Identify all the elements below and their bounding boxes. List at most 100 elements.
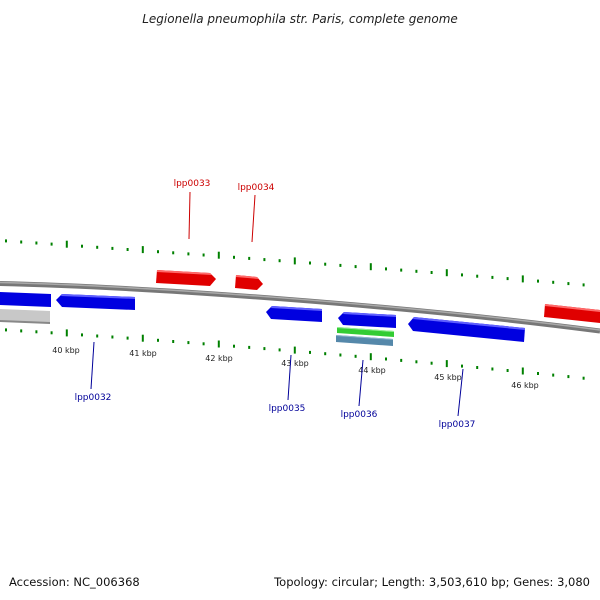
rna-feature-steel-highlight bbox=[336, 335, 393, 340]
upper-track-minor-tick bbox=[324, 262, 327, 266]
lower-track-minor-tick bbox=[96, 334, 99, 338]
upper-track-minor-tick bbox=[202, 253, 205, 257]
gene-arrow-lpp0037[interactable] bbox=[408, 317, 525, 342]
upper-track-minor-tick bbox=[172, 251, 175, 255]
leader-line-lpp0032 bbox=[90, 341, 95, 390]
lower-track-minor-tick bbox=[157, 338, 159, 342]
scale-label-41kbp: 41 kbp bbox=[129, 349, 157, 358]
upper-track-minor-tick bbox=[263, 258, 266, 262]
lower-track-minor-tick bbox=[233, 344, 235, 348]
lower-track-minor-tick bbox=[461, 364, 463, 368]
gene-arrow-lpp0037-highlight bbox=[413, 317, 525, 330]
lower-track-minor-tick bbox=[506, 369, 509, 372]
lower-track-minor-tick bbox=[567, 375, 570, 379]
lower-track-minor-tick bbox=[339, 353, 342, 357]
scale-label-40kbp: 40 kbp bbox=[52, 346, 80, 355]
lower-track-major-tick bbox=[217, 340, 220, 348]
upper-track-minor-tick bbox=[5, 239, 7, 243]
upper-track-major-tick bbox=[445, 269, 448, 277]
lower-track-minor-tick bbox=[309, 350, 311, 354]
upper-track-minor-tick bbox=[126, 248, 129, 251]
upper-track-major-tick bbox=[141, 246, 144, 254]
gray-feature-left-shadow bbox=[0, 320, 50, 324]
scale-label-43kbp: 43 kbp bbox=[281, 359, 309, 368]
rna-feature-steel[interactable] bbox=[336, 335, 393, 346]
upper-track-minor-tick bbox=[430, 271, 433, 274]
upper-tick-row bbox=[5, 239, 585, 287]
lower-track-minor-tick bbox=[476, 366, 479, 369]
leader-line-lpp0033 bbox=[188, 191, 191, 240]
lower-track-major-tick bbox=[141, 334, 144, 342]
gene-arrow-left-edge[interactable] bbox=[0, 292, 51, 307]
leader-line-lpp0035 bbox=[287, 354, 292, 401]
lower-track-major-tick bbox=[445, 360, 448, 368]
upper-track-minor-tick bbox=[20, 240, 23, 244]
lower-track-minor-tick bbox=[5, 328, 7, 332]
leader-line-lpp0037 bbox=[457, 368, 464, 417]
upper-track-major-tick bbox=[65, 240, 68, 248]
lower-track-major-tick bbox=[293, 346, 296, 354]
lower-track-major-tick bbox=[521, 367, 524, 375]
lower-track-minor-tick bbox=[537, 372, 539, 375]
lower-track-minor-tick bbox=[354, 354, 357, 358]
lower-track-minor-tick bbox=[430, 361, 433, 365]
gene-label-lpp0036[interactable]: lpp0036 bbox=[341, 410, 378, 420]
lower-track-minor-tick bbox=[202, 342, 205, 346]
lower-track-minor-tick bbox=[187, 341, 190, 345]
genome-title: Legionella pneumophila str. Paris, compl… bbox=[142, 12, 458, 26]
lower-track-minor-tick bbox=[415, 360, 418, 364]
lower-track-minor-tick bbox=[248, 345, 251, 349]
lower-track-minor-tick bbox=[552, 373, 555, 377]
gene-label-lpp0033[interactable]: lpp0033 bbox=[174, 179, 211, 189]
gene-arrow-lpp0034[interactable] bbox=[235, 275, 263, 290]
upper-track-minor-tick bbox=[50, 242, 53, 246]
gene-label-lpp0035[interactable]: lpp0035 bbox=[269, 404, 306, 414]
rna-feature-green-highlight bbox=[337, 327, 394, 332]
topology-text: Topology: circular; Length: 3,503,610 bp… bbox=[273, 575, 590, 589]
gene-label-lpp0032[interactable]: lpp0032 bbox=[75, 393, 112, 403]
upper-track-minor-tick bbox=[233, 255, 235, 259]
scale-label-46kbp: 46 kbp bbox=[511, 381, 539, 390]
gene-arrow-lpp0036-highlight bbox=[343, 312, 396, 317]
upper-track-minor-tick bbox=[309, 261, 311, 265]
gray-feature-left[interactable] bbox=[0, 309, 50, 323]
lower-track-minor-tick bbox=[172, 340, 175, 343]
gene-arrow-lpp0033-highlight bbox=[157, 270, 212, 275]
scale-label-44kbp: 44 kbp bbox=[358, 366, 386, 375]
leader-line-lpp0034 bbox=[251, 194, 256, 243]
upper-track-minor-tick bbox=[339, 263, 342, 267]
upper-track-minor-tick bbox=[111, 246, 114, 250]
lower-track-minor-tick bbox=[111, 335, 114, 339]
gene-arrow-right-edge-highlight bbox=[545, 304, 600, 312]
lower-track-minor-tick bbox=[50, 331, 53, 335]
lower-track-minor-tick bbox=[400, 358, 403, 362]
gene-label-lpp0034[interactable]: lpp0034 bbox=[238, 183, 275, 193]
upper-track-major-tick bbox=[293, 257, 296, 265]
genome-backbone-highlight bbox=[0, 281, 600, 331]
upper-track-major-tick bbox=[217, 251, 220, 259]
upper-track-minor-tick bbox=[248, 256, 251, 260]
gene-label-lpp0037[interactable]: lpp0037 bbox=[439, 420, 476, 430]
genome-backbone bbox=[0, 281, 600, 334]
upper-track-minor-tick bbox=[400, 268, 403, 272]
upper-track-minor-tick bbox=[96, 245, 99, 249]
rna-feature-green[interactable] bbox=[337, 327, 394, 337]
lower-track-minor-tick bbox=[126, 336, 129, 340]
upper-track-major-tick bbox=[369, 263, 372, 271]
upper-track-minor-tick bbox=[491, 275, 494, 279]
lower-track-minor-tick bbox=[324, 352, 327, 356]
leader-line-lpp0036 bbox=[358, 359, 364, 407]
gene-arrow-lpp0034-highlight bbox=[236, 275, 259, 279]
gene-arrow-lpp0032-highlight bbox=[61, 294, 135, 299]
lower-track-minor-tick bbox=[263, 347, 266, 351]
upper-track-minor-tick bbox=[278, 259, 281, 263]
scale-label-42kbp: 42 kbp bbox=[205, 354, 233, 363]
lower-track-minor-tick bbox=[81, 333, 83, 337]
scale-label-45kbp: 45 kbp bbox=[434, 373, 462, 382]
upper-track-minor-tick bbox=[157, 250, 159, 254]
lower-track-major-tick bbox=[65, 329, 68, 337]
lower-track-minor-tick bbox=[278, 348, 281, 352]
gene-arrow-right-edge[interactable] bbox=[544, 304, 600, 323]
upper-track-minor-tick bbox=[187, 252, 190, 256]
